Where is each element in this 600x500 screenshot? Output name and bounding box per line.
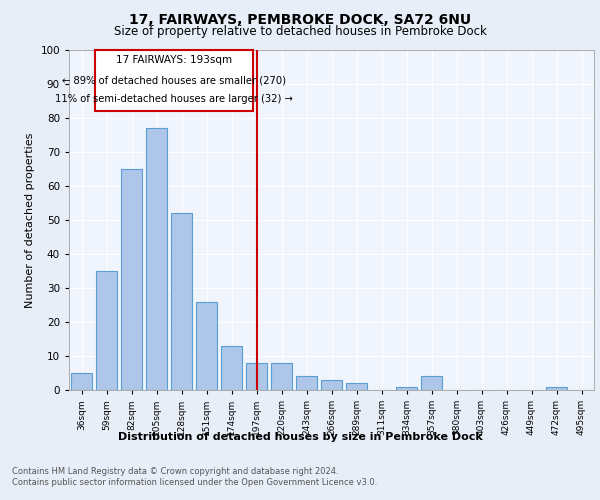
- Bar: [171, 213, 192, 390]
- Bar: [346, 383, 367, 390]
- Bar: [246, 363, 267, 390]
- Text: 17 FAIRWAYS: 193sqm: 17 FAIRWAYS: 193sqm: [116, 55, 232, 65]
- Bar: [296, 376, 317, 390]
- Bar: [96, 271, 117, 390]
- Y-axis label: Number of detached properties: Number of detached properties: [25, 132, 35, 308]
- Text: Distribution of detached houses by size in Pembroke Dock: Distribution of detached houses by size …: [118, 432, 482, 442]
- Bar: [421, 376, 442, 390]
- Bar: [121, 169, 142, 390]
- Bar: [196, 302, 217, 390]
- Bar: [221, 346, 242, 390]
- Text: 11% of semi-detached houses are larger (32) →: 11% of semi-detached houses are larger (…: [55, 94, 293, 104]
- Text: Size of property relative to detached houses in Pembroke Dock: Size of property relative to detached ho…: [113, 25, 487, 38]
- FancyBboxPatch shape: [95, 50, 253, 111]
- Text: ← 89% of detached houses are smaller (270): ← 89% of detached houses are smaller (27…: [62, 76, 286, 86]
- Text: Contains HM Land Registry data © Crown copyright and database right 2024.
Contai: Contains HM Land Registry data © Crown c…: [12, 468, 377, 487]
- Bar: [321, 380, 342, 390]
- Bar: [546, 386, 567, 390]
- Bar: [146, 128, 167, 390]
- Bar: [71, 373, 92, 390]
- Bar: [271, 363, 292, 390]
- Bar: [396, 386, 417, 390]
- Text: 17, FAIRWAYS, PEMBROKE DOCK, SA72 6NU: 17, FAIRWAYS, PEMBROKE DOCK, SA72 6NU: [129, 12, 471, 26]
